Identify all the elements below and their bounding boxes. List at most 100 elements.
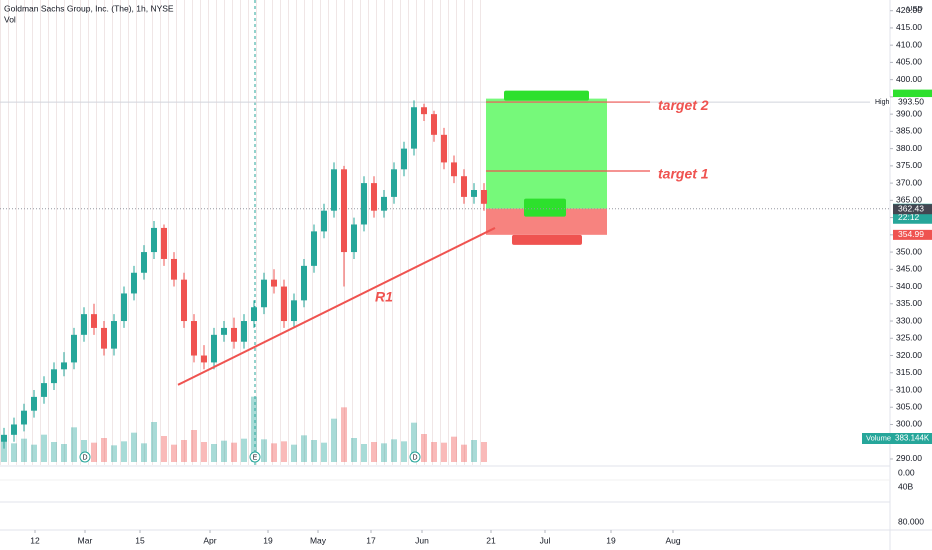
volume-bar — [61, 444, 67, 462]
price-badge-label: 354.99 — [898, 229, 924, 239]
candle-body — [321, 210, 327, 232]
volume-bar — [1, 440, 7, 462]
volume-bar — [221, 440, 227, 462]
volume-bar — [201, 442, 207, 462]
volume-bar — [381, 443, 387, 462]
y-tick-label: 325.00 — [896, 333, 922, 343]
volume-bar — [251, 396, 257, 462]
price-badge — [893, 204, 932, 215]
event-marker — [249, 451, 261, 463]
y-tick-label: 365.00 — [896, 195, 922, 205]
volume-bar — [321, 442, 327, 462]
candle-body — [41, 383, 47, 397]
candle-body — [421, 107, 427, 115]
candle-body — [311, 231, 317, 266]
lower-pane-label: 0.00 — [898, 467, 915, 477]
volume-bar — [351, 438, 357, 462]
session-background — [0, 0, 485, 465]
candle-body — [221, 327, 227, 335]
candle-body — [431, 114, 437, 135]
volume-bar — [11, 443, 17, 462]
volume-bar — [121, 441, 127, 462]
candle-body — [241, 321, 247, 342]
volume-bar — [41, 434, 47, 462]
candle-body — [181, 279, 187, 322]
lower-pane-label: 40B — [898, 481, 913, 491]
y-tick-label: 320.00 — [896, 350, 922, 360]
x-tick-label: 19 — [606, 535, 616, 545]
y-tick-label: 300.00 — [896, 419, 922, 429]
candle-body — [471, 190, 477, 197]
candle-body — [231, 327, 237, 342]
candle-body — [371, 183, 377, 211]
volume-bar — [51, 442, 57, 462]
volume-bar — [401, 441, 407, 462]
profit-zone — [486, 98, 607, 209]
volume-bar — [31, 444, 37, 462]
candle-body — [451, 162, 457, 177]
y-tick-label: 400.00 — [896, 74, 922, 84]
volume-bar — [141, 443, 147, 462]
currency: USD — [907, 4, 923, 13]
event-marker — [409, 451, 421, 463]
volume-bar — [111, 445, 117, 462]
x-tick-label: Mar — [78, 535, 93, 545]
y-tick-label: 340.00 — [896, 281, 922, 291]
y-tick-label: 410.00 — [896, 39, 922, 49]
volume-bar — [191, 430, 197, 462]
volume-bar — [71, 427, 77, 462]
event-label: D — [82, 454, 87, 461]
trendline — [177, 227, 496, 386]
volume-bar — [411, 422, 417, 462]
candle-body — [171, 258, 177, 280]
y-tick-label: 370.00 — [896, 177, 922, 187]
candle-body — [281, 286, 287, 322]
volume-bar — [211, 444, 217, 462]
x-tick-label: Jul — [540, 535, 551, 545]
volume-bar — [21, 438, 27, 462]
volume-bar — [441, 442, 447, 462]
volume-bar — [471, 440, 477, 462]
target-tag — [504, 90, 589, 101]
volume-bar — [131, 432, 137, 462]
price-badge-label: 393.50 — [898, 96, 924, 106]
candle-body — [381, 196, 387, 211]
y-tick-label: 385.00 — [896, 126, 922, 136]
x-tick-label: 12 — [30, 535, 40, 545]
candle-body — [481, 190, 487, 204]
y-tick-label: 350.00 — [896, 246, 922, 256]
volume-bar — [301, 435, 307, 462]
candle-body — [361, 183, 367, 225]
volume-bar — [331, 418, 337, 462]
price-badge — [893, 229, 932, 240]
x-tick-label: Jun — [415, 535, 429, 545]
candle-body — [341, 169, 347, 253]
candle-body — [141, 252, 147, 273]
candle-body — [461, 176, 467, 197]
event-label: E — [253, 454, 258, 461]
x-tick-label: May — [310, 535, 327, 545]
x-tick-label: 21 — [486, 535, 496, 545]
volume-bar — [431, 442, 437, 462]
x-tick-label: 17 — [366, 535, 376, 545]
countdown: 22:12 — [898, 212, 920, 222]
event-marker — [79, 451, 91, 463]
volume-bar — [231, 442, 237, 462]
y-tick-label: 290.00 — [896, 453, 922, 463]
y-tick-label: 390.00 — [896, 108, 922, 118]
volume-bar — [461, 444, 467, 462]
volume-bar — [81, 440, 87, 462]
x-tick-label: 15 — [135, 535, 145, 545]
entry-tag — [524, 198, 566, 217]
y-tick-label: 405.00 — [896, 57, 922, 67]
volume-badge-bg — [862, 433, 932, 444]
volume-badge-label: 383.144K — [895, 434, 930, 443]
candle-body — [211, 334, 217, 363]
volume-bar — [371, 442, 377, 462]
volume-bar — [451, 436, 457, 462]
volume-bar — [161, 436, 167, 462]
candle-body — [131, 272, 137, 294]
event-label: D — [412, 454, 417, 461]
